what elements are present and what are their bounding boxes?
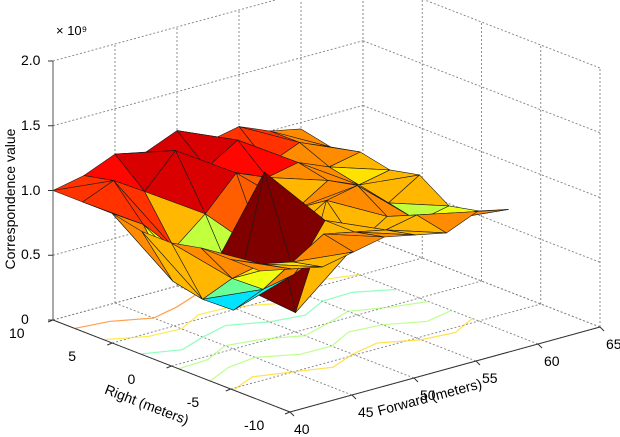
- forward-tick: 65: [606, 336, 620, 352]
- surface-mesh: [52, 126, 509, 313]
- z-tick: 1.0: [21, 181, 41, 198]
- forward-tick: 40: [294, 421, 310, 437]
- right-tick: -5: [186, 394, 200, 410]
- surface-plot: [47, 0, 605, 417]
- z-tick: 1.5: [21, 116, 41, 133]
- z-tick: 0.5: [21, 246, 41, 263]
- right-tick: 10: [9, 325, 25, 341]
- forward-tick: 50: [420, 387, 436, 403]
- right-tick: -10: [244, 417, 265, 433]
- z-tick: 0: [21, 311, 29, 327]
- right-tick: 0: [127, 371, 136, 387]
- z-exponent-label: × 10⁹: [56, 23, 88, 38]
- right-tick: 5: [68, 348, 77, 364]
- axis-lines: [47, 60, 605, 417]
- forward-tick: 45: [358, 404, 374, 420]
- forward-tick: 60: [544, 353, 560, 369]
- forward-tick: 55: [482, 370, 498, 386]
- z-axis-label: Correspondence value: [2, 128, 18, 270]
- z-tick: 2.0: [21, 52, 41, 68]
